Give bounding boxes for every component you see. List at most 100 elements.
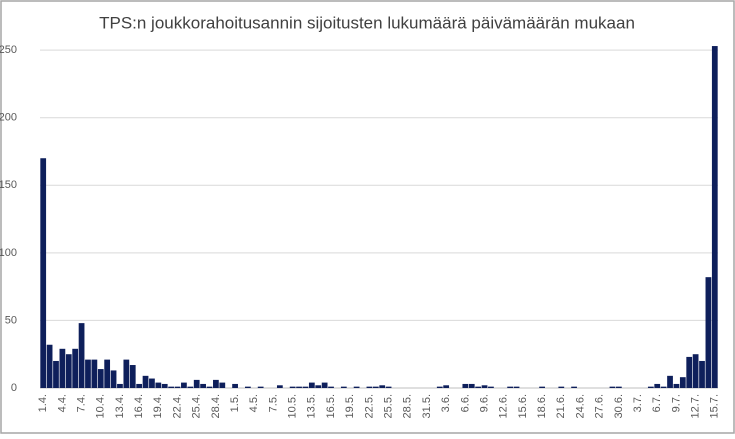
bar (481, 385, 488, 388)
x-tick-label: 25.5. (383, 394, 395, 418)
bar (513, 386, 520, 388)
x-tick-label: 6.7. (651, 394, 663, 412)
x-tick-label: 6.6. (459, 394, 471, 412)
bar (660, 386, 667, 388)
x-tick-label: 4.4. (56, 394, 68, 412)
bar (219, 382, 226, 388)
bar (692, 354, 699, 388)
x-tick-label: 7.4. (75, 394, 87, 412)
bar (705, 277, 712, 388)
x-tick-label: 1.4. (37, 394, 49, 412)
x-tick-label: 21.6. (555, 394, 567, 418)
bar (443, 385, 450, 388)
bar (379, 385, 386, 388)
bar (366, 386, 373, 388)
x-tick-label: 1.5. (229, 394, 241, 412)
bar (117, 383, 123, 388)
bar (686, 356, 693, 388)
x-tick-label: 7.5. (267, 394, 279, 412)
x-tick-label: 12.6. (498, 394, 510, 418)
bar (711, 46, 718, 388)
x-tick-label: 10.4. (95, 394, 107, 418)
bar (462, 383, 469, 388)
bar (571, 386, 577, 388)
bar (110, 370, 117, 388)
x-tick-label: 16.4. (133, 394, 145, 418)
x-tick-label: 15.6. (517, 394, 529, 418)
y-tick-label: 250 (0, 44, 17, 56)
x-tick-label: 19.4. (152, 394, 164, 418)
bar (193, 379, 200, 388)
bar (244, 386, 251, 388)
bar (85, 359, 91, 388)
x-tick-label: 16.5. (325, 394, 337, 418)
x-tick-label: 30.6. (613, 394, 625, 418)
x-tick-label: 24.6. (574, 394, 586, 418)
bar (123, 359, 130, 388)
x-tick-label: 22.5. (363, 394, 375, 418)
bar (149, 378, 155, 388)
bar (673, 383, 680, 388)
x-tick-label: 9.6. (478, 394, 490, 412)
bar (72, 348, 79, 388)
x-tick-label: 31.5. (421, 394, 433, 418)
bar (97, 369, 104, 388)
bar (53, 360, 59, 388)
bar (213, 379, 219, 388)
x-tick-label: 15.7. (709, 394, 721, 418)
bar (155, 382, 162, 388)
bar (372, 386, 379, 388)
bar (136, 383, 143, 388)
y-tick-label: 100 (0, 247, 17, 259)
bar (488, 386, 494, 388)
bar (104, 359, 111, 388)
bar (385, 386, 392, 388)
bar (168, 386, 175, 388)
y-tick-label: 200 (0, 112, 17, 124)
bar (308, 382, 315, 388)
x-tick-label: 28.4. (210, 394, 222, 418)
bar (328, 386, 334, 388)
x-tick-label: 22.4. (171, 394, 183, 418)
bar (609, 386, 616, 388)
x-tick-label: 10.5. (287, 394, 299, 418)
bar (302, 386, 309, 388)
bar (558, 386, 565, 388)
bar (667, 375, 673, 388)
bar (296, 386, 302, 388)
bar (654, 383, 661, 388)
bar (321, 382, 328, 388)
bar (539, 386, 545, 388)
y-tick-label: 0 (11, 382, 17, 394)
bar (340, 386, 347, 388)
bar (206, 386, 213, 388)
x-tick-label: 25.4. (191, 394, 203, 418)
x-tick-label: 13.5. (306, 394, 318, 418)
bar (507, 386, 514, 388)
bar (40, 158, 47, 388)
bar (46, 344, 53, 388)
y-tick-label: 50 (5, 314, 17, 326)
bar (353, 386, 360, 388)
bar (78, 323, 85, 388)
x-tick-label: 3.6. (440, 394, 452, 412)
x-tick-label: 12.7. (690, 394, 702, 418)
bar (289, 386, 296, 388)
bar (65, 354, 72, 388)
x-tick-label: 13.4. (114, 394, 126, 418)
bar (142, 375, 149, 388)
bar (232, 383, 238, 388)
bar (699, 360, 705, 388)
bar (129, 365, 136, 388)
bar (679, 377, 686, 388)
bar (647, 386, 654, 388)
y-tick-label: 150 (0, 179, 17, 191)
bar (91, 359, 98, 388)
bar (187, 386, 194, 388)
chart-title: TPS:n joukkorahoitusannin sijoitusten lu… (99, 13, 635, 32)
bar (468, 383, 475, 388)
x-tick-label: 18.6. (536, 394, 548, 418)
x-tick-label: 3.7. (632, 394, 644, 412)
